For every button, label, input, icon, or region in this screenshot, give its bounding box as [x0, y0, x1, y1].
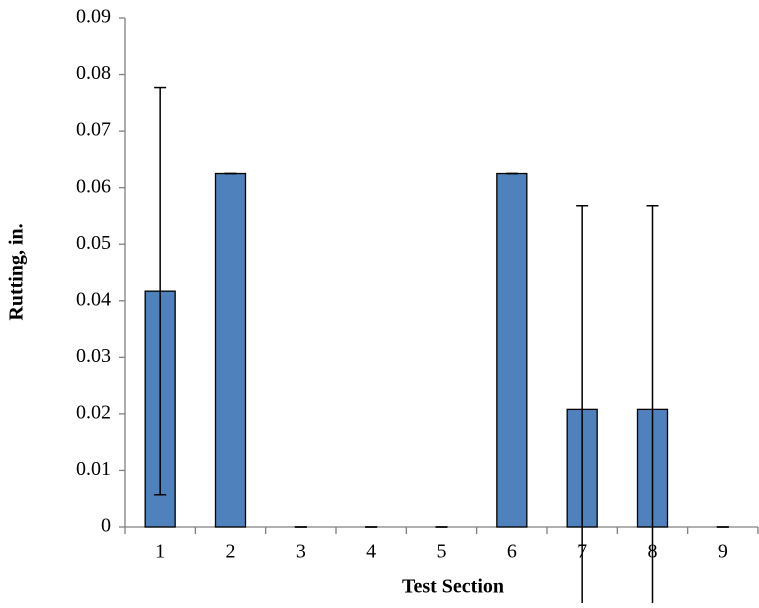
y-tick-label: 0.03	[76, 345, 111, 367]
y-tick-label: 0.09	[76, 6, 111, 28]
x-tick-label: 6	[507, 541, 517, 563]
y-tick-label: 0	[101, 515, 111, 537]
error-bar	[576, 205, 589, 608]
x-tick-label: 5	[437, 541, 447, 563]
error-bar	[646, 205, 659, 608]
y-tick-label: 0.06	[76, 175, 111, 197]
y-tick-label: 0.08	[76, 62, 111, 84]
bar	[496, 172, 528, 528]
y-tick-label: 0.05	[76, 232, 111, 254]
y-tick-label: 0.01	[76, 458, 111, 480]
x-tick-label: 4	[366, 541, 376, 563]
y-tick-label: 0.02	[76, 401, 111, 423]
y-axis-label: Rutting, in.	[6, 223, 28, 320]
x-tick-label: 1	[155, 541, 165, 563]
x-tick-label: 2	[226, 541, 236, 563]
bar	[214, 172, 247, 528]
y-tick-label: 0.07	[76, 119, 111, 141]
error-bar	[154, 86, 167, 496]
x-axis-label: Test Section	[402, 576, 504, 598]
y-tick-label: 0.04	[76, 288, 111, 310]
x-tick-label: 3	[296, 541, 306, 563]
x-tick-label: 9	[718, 541, 728, 563]
